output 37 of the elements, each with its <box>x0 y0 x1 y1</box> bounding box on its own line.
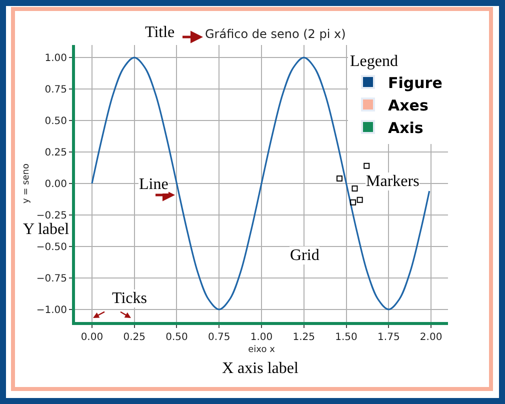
chart-title: Gráfico de seno (2 pi x) <box>205 27 346 42</box>
x-tick-label: 0.50 <box>166 332 188 343</box>
annotation: Line <box>139 176 168 193</box>
y-tick-label: 0.75 <box>44 84 67 96</box>
legend-title: Legend <box>350 52 398 70</box>
text: Title <box>145 24 175 41</box>
annotation: Ticks <box>112 290 147 307</box>
point <box>350 199 356 206</box>
x-tick-label: 2.00 <box>420 332 442 343</box>
y-tick-label: 0.25 <box>44 148 67 159</box>
y-tick-label: −0.75 <box>36 273 67 284</box>
text: Y label <box>23 221 70 238</box>
y-tick-label: 1.00 <box>44 53 67 64</box>
legend-label: Figure <box>388 74 442 92</box>
x-tick-label: 1.50 <box>335 332 358 343</box>
y-tick-label: −0.50 <box>36 242 67 253</box>
y-tick-label: −0.25 <box>36 210 67 222</box>
x-tick-label: 1.75 <box>378 332 400 343</box>
annotation: Markers <box>366 173 420 190</box>
x-axis-title: eixo x <box>248 344 276 355</box>
text: X axis label <box>222 360 299 377</box>
x-tick-label: 0.00 <box>80 332 104 343</box>
x-tick-label: 1.25 <box>292 332 316 343</box>
point <box>356 196 363 203</box>
y-tick-label: 0.50 <box>44 116 67 128</box>
x-tick-label: 0.75 <box>208 332 230 343</box>
x-tick-label: 0.25 <box>123 332 146 343</box>
y-tick-label: −1.00 <box>36 304 67 316</box>
annotation: Grid <box>290 247 320 264</box>
y-tick-label: 0.00 <box>44 179 67 190</box>
legend-label: Axes <box>388 96 428 114</box>
y-axis-title: y = seno <box>22 162 32 204</box>
legend-label: Axis <box>388 118 424 137</box>
point <box>352 186 358 192</box>
point <box>364 162 370 169</box>
x-tick-label: 1.00 <box>250 332 273 343</box>
point <box>336 175 342 182</box>
